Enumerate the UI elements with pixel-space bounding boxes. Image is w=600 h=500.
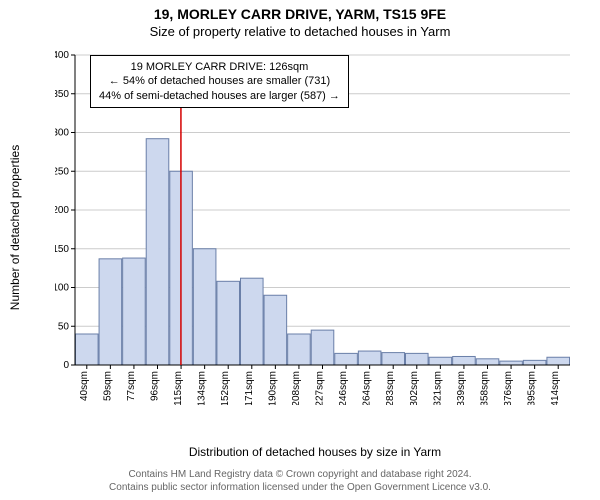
legend-line-3: 44% of semi-detached houses are larger (… [99, 89, 340, 103]
svg-text:59sqm: 59sqm [102, 371, 113, 401]
legend-line-1: 19 MORLEY CARR DRIVE: 126sqm [99, 60, 340, 74]
footer-attribution: Contains HM Land Registry data © Crown c… [0, 468, 600, 494]
svg-text:171sqm: 171sqm [244, 371, 255, 405]
x-axis-label: Distribution of detached houses by size … [55, 445, 575, 459]
svg-text:350: 350 [55, 89, 69, 100]
svg-text:300: 300 [55, 128, 69, 139]
chart-title-sub: Size of property relative to detached ho… [0, 22, 600, 39]
legend-line-2: ← 54% of detached houses are smaller (73… [99, 74, 340, 88]
legend-box: 19 MORLEY CARR DRIVE: 126sqm ← 54% of de… [90, 55, 349, 108]
svg-text:376sqm: 376sqm [503, 371, 514, 405]
chart-area: 0 50 100 150 200 250 300 350 400 40sqm 59sqm 77sqm 9… [55, 50, 575, 405]
svg-text:264sqm: 264sqm [362, 371, 373, 405]
svg-text:0: 0 [63, 360, 69, 371]
svg-text:96sqm: 96sqm [150, 371, 161, 401]
svg-text:400: 400 [55, 50, 69, 61]
chart-title-main: 19, MORLEY CARR DRIVE, YARM, TS15 9FE [0, 0, 600, 22]
svg-text:339sqm: 339sqm [456, 371, 467, 405]
svg-text:50: 50 [58, 321, 70, 332]
svg-text:246sqm: 246sqm [338, 371, 349, 405]
svg-text:208sqm: 208sqm [291, 371, 302, 405]
svg-text:150: 150 [55, 244, 69, 255]
svg-text:134sqm: 134sqm [197, 371, 208, 405]
svg-text:302sqm: 302sqm [409, 371, 420, 405]
footer-line-2: Contains public sector information licen… [0, 481, 600, 494]
svg-text:321sqm: 321sqm [432, 371, 443, 405]
svg-text:100: 100 [55, 283, 69, 294]
svg-text:190sqm: 190sqm [267, 371, 278, 405]
svg-text:358sqm: 358sqm [480, 371, 491, 405]
y-axis-label: Number of detached properties [8, 50, 28, 405]
svg-text:152sqm: 152sqm [220, 371, 231, 405]
svg-text:414sqm: 414sqm [550, 371, 561, 405]
svg-text:115sqm: 115sqm [173, 371, 184, 405]
footer-line-1: Contains HM Land Registry data © Crown c… [0, 468, 600, 481]
svg-text:40sqm: 40sqm [79, 371, 90, 401]
svg-text:227sqm: 227sqm [315, 371, 326, 405]
svg-text:200: 200 [55, 205, 69, 216]
svg-text:283sqm: 283sqm [385, 371, 396, 405]
svg-text:77sqm: 77sqm [126, 371, 137, 401]
svg-text:395sqm: 395sqm [527, 371, 538, 405]
svg-text:250: 250 [55, 166, 69, 177]
